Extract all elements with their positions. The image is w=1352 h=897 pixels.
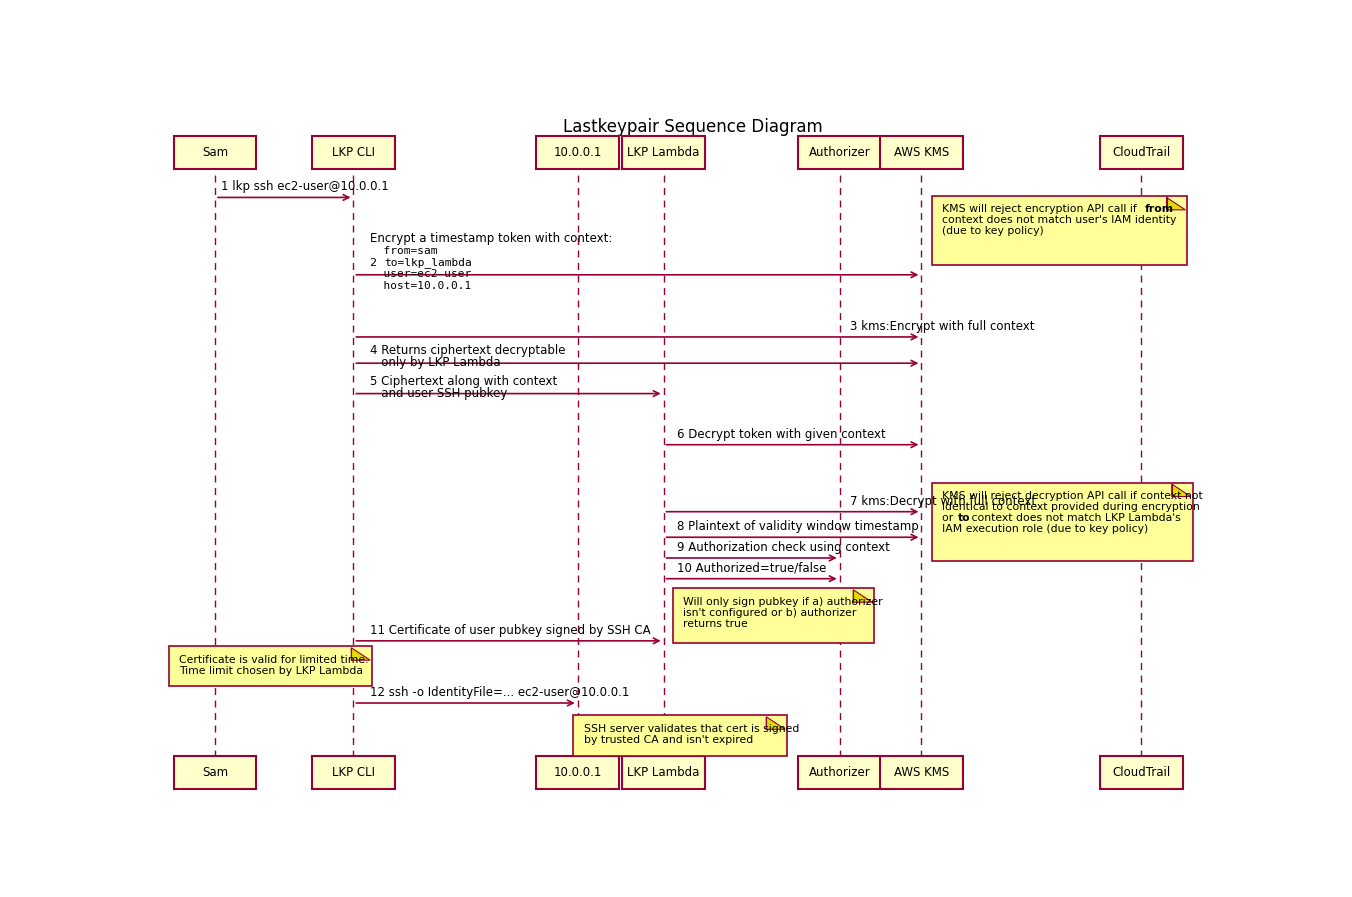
Text: Certificate is valid for limited time.: Certificate is valid for limited time. <box>180 655 369 665</box>
Text: CloudTrail: CloudTrail <box>1113 146 1171 159</box>
Text: AWS KMS: AWS KMS <box>894 765 949 779</box>
FancyBboxPatch shape <box>932 483 1192 562</box>
Text: IAM execution role (due to key policy): IAM execution role (due to key policy) <box>942 524 1149 534</box>
FancyBboxPatch shape <box>573 716 787 755</box>
Text: to=lkp_lambda: to=lkp_lambda <box>384 257 472 268</box>
Text: Lastkeypair Sequence Diagram: Lastkeypair Sequence Diagram <box>562 118 823 136</box>
Text: Sam: Sam <box>201 765 228 779</box>
Polygon shape <box>352 648 370 660</box>
Text: 10.0.0.1: 10.0.0.1 <box>553 765 602 779</box>
FancyBboxPatch shape <box>798 755 882 788</box>
Polygon shape <box>1167 197 1186 210</box>
Text: Sam: Sam <box>201 146 228 159</box>
Polygon shape <box>767 717 786 729</box>
Text: 12 ssh -o IdentityFile=... ec2-user@10.0.0.1: 12 ssh -o IdentityFile=... ec2-user@10.0… <box>370 686 630 699</box>
FancyBboxPatch shape <box>173 136 257 170</box>
Text: by trusted CA and isn't expired: by trusted CA and isn't expired <box>584 735 753 745</box>
Text: 6 Decrypt token with given context: 6 Decrypt token with given context <box>677 428 886 440</box>
Text: returns true: returns true <box>684 619 748 629</box>
FancyBboxPatch shape <box>312 755 395 788</box>
FancyBboxPatch shape <box>173 755 257 788</box>
Text: Will only sign pubkey if a) authorizer: Will only sign pubkey if a) authorizer <box>684 597 883 606</box>
Text: 7 kms:Decrypt with full context: 7 kms:Decrypt with full context <box>850 494 1036 508</box>
Text: 9 Authorization check using context: 9 Authorization check using context <box>677 541 890 553</box>
Text: identical to context provided during encryption: identical to context provided during enc… <box>942 502 1201 512</box>
Text: Authorizer: Authorizer <box>808 765 871 779</box>
Text: 4 Returns ciphertext decryptable: 4 Returns ciphertext decryptable <box>370 344 565 357</box>
Text: host=10.0.0.1: host=10.0.0.1 <box>370 281 472 291</box>
FancyBboxPatch shape <box>537 755 619 788</box>
Text: SSH server validates that cert is signed: SSH server validates that cert is signed <box>584 724 799 734</box>
Text: only by LKP Lambda: only by LKP Lambda <box>370 356 500 369</box>
Text: from=sam: from=sam <box>370 246 438 256</box>
Text: LKP CLI: LKP CLI <box>331 146 375 159</box>
Text: CloudTrail: CloudTrail <box>1113 765 1171 779</box>
Text: 11 Certificate of user pubkey signed by SSH CA: 11 Certificate of user pubkey signed by … <box>370 623 650 637</box>
Text: Time limit chosen by LKP Lambda: Time limit chosen by LKP Lambda <box>180 666 364 675</box>
FancyBboxPatch shape <box>1101 136 1183 170</box>
Text: context does not match LKP Lambda's: context does not match LKP Lambda's <box>968 513 1180 523</box>
Text: KMS will reject encryption API call if: KMS will reject encryption API call if <box>942 205 1141 214</box>
Text: from: from <box>1145 205 1174 214</box>
FancyBboxPatch shape <box>1101 755 1183 788</box>
Text: 8 Plaintext of validity window timestamp: 8 Plaintext of validity window timestamp <box>677 520 919 533</box>
FancyBboxPatch shape <box>798 136 882 170</box>
Text: KMS will reject decryption API call if context not: KMS will reject decryption API call if c… <box>942 491 1203 501</box>
Text: context does not match user's IAM identity: context does not match user's IAM identi… <box>942 215 1176 225</box>
FancyBboxPatch shape <box>312 136 395 170</box>
Text: 10 Authorized=true/false: 10 Authorized=true/false <box>677 562 826 575</box>
Text: LKP CLI: LKP CLI <box>331 765 375 779</box>
Text: 5 Ciphertext along with context: 5 Ciphertext along with context <box>370 375 557 388</box>
FancyBboxPatch shape <box>880 136 963 170</box>
FancyBboxPatch shape <box>880 755 963 788</box>
FancyBboxPatch shape <box>932 196 1187 266</box>
FancyBboxPatch shape <box>622 755 704 788</box>
Text: user=ec2-user: user=ec2-user <box>370 269 472 279</box>
Text: 2: 2 <box>370 257 381 267</box>
Text: 3 kms:Encrypt with full context: 3 kms:Encrypt with full context <box>850 320 1034 333</box>
Text: isn't configured or b) authorizer: isn't configured or b) authorizer <box>684 607 857 618</box>
Text: LKP Lambda: LKP Lambda <box>627 146 700 159</box>
Text: 10.0.0.1: 10.0.0.1 <box>553 146 602 159</box>
Text: Authorizer: Authorizer <box>808 146 871 159</box>
Text: 1 lkp ssh ec2-user@10.0.0.1: 1 lkp ssh ec2-user@10.0.0.1 <box>222 180 389 193</box>
Text: AWS KMS: AWS KMS <box>894 146 949 159</box>
Text: Encrypt a timestamp token with context:: Encrypt a timestamp token with context: <box>370 232 612 245</box>
FancyBboxPatch shape <box>169 647 372 686</box>
Polygon shape <box>1172 484 1191 497</box>
Text: and user SSH pubkey: and user SSH pubkey <box>370 387 507 400</box>
Text: LKP Lambda: LKP Lambda <box>627 765 700 779</box>
Text: (due to key policy): (due to key policy) <box>942 226 1044 237</box>
FancyBboxPatch shape <box>537 136 619 170</box>
Text: to: to <box>957 513 971 523</box>
FancyBboxPatch shape <box>622 136 704 170</box>
Polygon shape <box>853 589 872 602</box>
Text: or: or <box>942 513 957 523</box>
FancyBboxPatch shape <box>673 588 875 643</box>
